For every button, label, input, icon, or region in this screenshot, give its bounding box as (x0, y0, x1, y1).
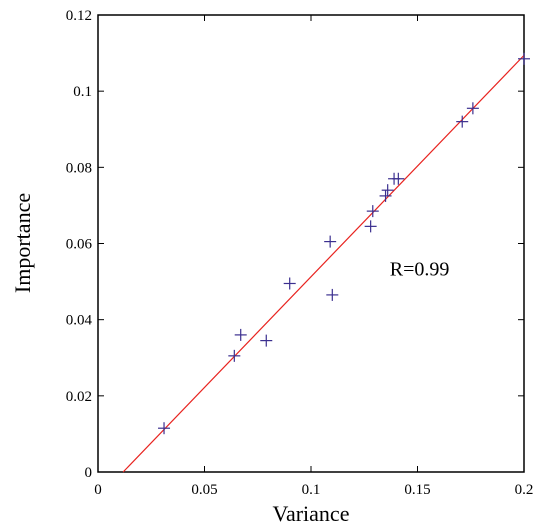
y-tick-label: 0.08 (66, 160, 92, 176)
y-tick-label: 0 (85, 465, 93, 481)
y-tick-label: 0.06 (66, 237, 93, 253)
y-tick-label: 0.1 (73, 84, 92, 100)
data-point (364, 220, 377, 233)
x-axis-title: Variance (273, 501, 350, 526)
data-point (466, 102, 479, 115)
x-tick-label: 0 (94, 482, 102, 498)
data-point (392, 172, 405, 185)
data-point (158, 422, 171, 435)
data-point (283, 277, 296, 290)
y-tick-label: 0.02 (66, 389, 92, 405)
x-tick-label: 0.1 (302, 482, 321, 498)
data-point (234, 328, 247, 341)
data-point (260, 334, 273, 347)
data-point (381, 184, 394, 197)
data-point (456, 115, 469, 128)
annotations: R=0.99 (390, 258, 450, 280)
y-tick-label: 0.12 (66, 8, 92, 24)
data-point (324, 235, 337, 248)
x-tick-label: 0.2 (515, 482, 534, 498)
data-point (518, 52, 530, 65)
data-point (326, 288, 339, 301)
plot-frame (97, 14, 525, 473)
axis-ticks: 0 0.05 0.1 0.15 0.2 0 0.02 0.04 0.06 0.08 0.1 0.12 (66, 8, 534, 498)
y-tick-label: 0.04 (66, 313, 93, 329)
x-tick-label: 0.05 (191, 482, 217, 498)
y-axis-title: Importance (10, 193, 35, 293)
r-value-annotation: R=0.99 (390, 258, 450, 280)
regression-line-layer (122, 54, 525, 473)
data-point (228, 349, 241, 362)
regression-line (122, 54, 525, 473)
data-point (366, 205, 379, 218)
x-tick-label: 0.15 (404, 482, 430, 498)
data-points (158, 52, 530, 435)
data-point (379, 189, 392, 202)
